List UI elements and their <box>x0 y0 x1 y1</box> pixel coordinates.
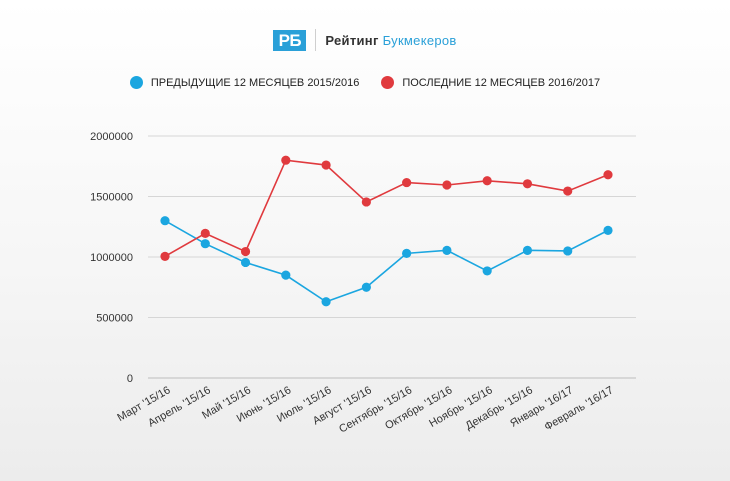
data-point-series-2 <box>160 251 170 261</box>
data-point-series-1 <box>240 257 251 268</box>
legend-dot-prev <box>129 76 143 89</box>
y-tick-label: 2000000 <box>90 131 133 143</box>
data-point-series-1 <box>402 248 412 258</box>
data-point-series-1 <box>482 266 492 276</box>
data-point-series-2 <box>603 170 613 180</box>
data-point-series-1 <box>522 245 533 255</box>
chart-legend: Предыдущие 12 месяцев 2015/2016 Последни… <box>0 76 730 89</box>
legend-dot-last <box>381 76 395 89</box>
data-point-series-2 <box>240 246 251 257</box>
brand-name-part2: Букмекеров <box>382 32 457 48</box>
y-tick-label: 1500000 <box>90 192 133 204</box>
legend-label-last: Последние 12 месяцев 2016/2017 <box>402 76 601 89</box>
data-point-series-2 <box>442 180 452 190</box>
data-point-series-1 <box>321 297 331 307</box>
brand-name-part1: Рейтинг <box>325 32 379 48</box>
data-point-series-2 <box>321 160 331 170</box>
data-point-series-2 <box>361 197 371 207</box>
data-point-series-1 <box>442 245 452 255</box>
data-point-series-2 <box>402 177 412 188</box>
data-point-series-2 <box>482 176 492 186</box>
series-line-2 <box>164 159 609 258</box>
series-line-1 <box>164 220 609 303</box>
legend-item-prev: Предыдущие 12 месяцев 2015/2016 <box>129 76 360 89</box>
brand-header: РБ Рейтинг Букмекеров <box>0 25 730 55</box>
y-tick-label: 500000 <box>96 313 133 325</box>
legend-label-prev: Предыдущие 12 месяцев 2015/2016 <box>150 76 360 89</box>
brand-divider <box>315 29 317 51</box>
data-point-series-2 <box>522 179 533 189</box>
data-point-series-1 <box>603 225 613 235</box>
brand-name: Рейтинг Букмекеров <box>325 33 456 48</box>
data-point-series-2 <box>563 186 573 196</box>
data-point-series-1 <box>160 216 170 226</box>
data-point-series-1 <box>361 282 371 292</box>
brand-logo: РБ <box>273 29 307 51</box>
y-tick-label: 1000000 <box>90 252 133 264</box>
data-point-series-1 <box>200 239 210 249</box>
x-tick-label: Февраль '16/17 <box>542 384 615 433</box>
data-point-series-1 <box>563 246 573 256</box>
data-point-series-2 <box>281 155 291 165</box>
data-point-series-1 <box>281 270 291 280</box>
legend-item-last: Последние 12 месяцев 2016/2017 <box>381 76 600 89</box>
data-point-series-2 <box>200 228 210 239</box>
y-tick-label: 0 <box>127 373 133 385</box>
